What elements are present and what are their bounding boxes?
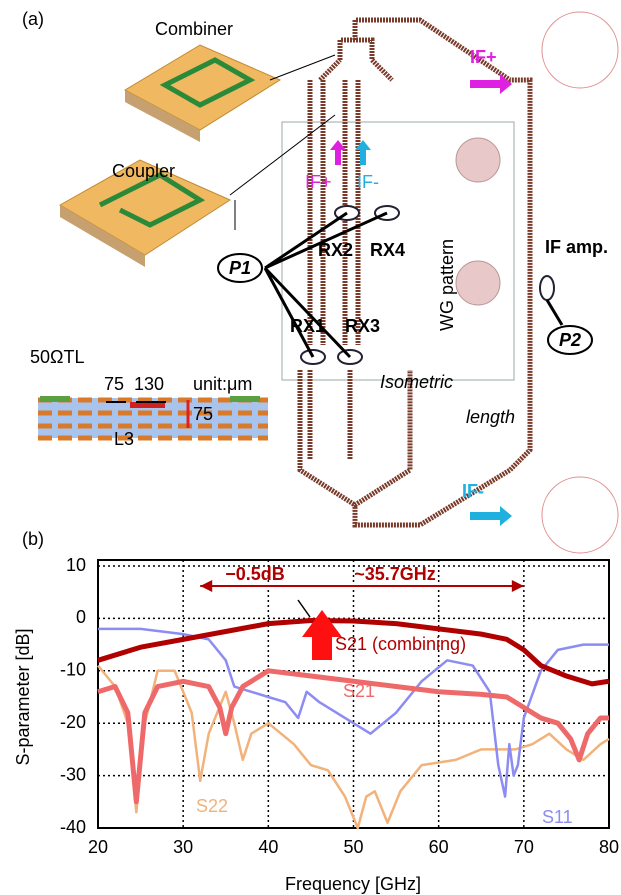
label: RX2 — [318, 240, 353, 260]
label: L3 — [114, 429, 134, 449]
x-tick-label: 60 — [429, 837, 449, 857]
x-tick-label: 20 — [88, 837, 108, 857]
figure: (a) Combiner Coupler P1 P2 RX2 RX4 RX1 R… — [0, 0, 621, 895]
label: 75 — [104, 374, 124, 394]
panel-label: (b) — [22, 529, 44, 549]
label: P1 — [229, 258, 251, 278]
label: IF+ — [470, 47, 497, 67]
y-tick-label: -10 — [60, 660, 86, 680]
label: RX3 — [345, 316, 380, 336]
x-tick-label: 80 — [599, 837, 619, 857]
x-tick-label: 40 — [258, 837, 278, 857]
x-axis-label: Frequency [GHz] — [285, 874, 421, 894]
layout-diagram — [38, 12, 618, 553]
label: Coupler — [112, 161, 175, 181]
annotation: ~35.7GHz — [354, 564, 436, 584]
series-label: S11 — [542, 807, 573, 827]
x-tick-label: 50 — [343, 837, 363, 857]
combiner-trace — [320, 40, 392, 80]
y-tick-label: 10 — [66, 555, 86, 575]
label: 130 — [134, 374, 164, 394]
label: RX1 — [290, 316, 325, 336]
label: unit:μm — [193, 374, 252, 394]
label: 50ΩTL — [30, 347, 84, 367]
label: RX4 — [370, 240, 405, 260]
y-tick-label: -20 — [60, 712, 86, 732]
y-axis-label: S-parameter [dB] — [13, 628, 33, 765]
label: P2 — [559, 330, 581, 350]
x-tick-label: 30 — [173, 837, 193, 857]
label: IF- — [462, 481, 484, 501]
label: Combiner — [155, 19, 233, 39]
label: length — [466, 407, 515, 427]
annotation: −0.5dB — [225, 564, 285, 584]
y-tick-label: -30 — [60, 764, 86, 784]
series-label: S21 (combining) — [335, 634, 466, 654]
y-tick-label: -40 — [60, 817, 86, 837]
wg-via — [456, 261, 500, 305]
y-tick-label: 0 — [76, 607, 86, 627]
label: 75 — [193, 404, 213, 424]
series-label: S21 — [343, 681, 375, 701]
wg-via — [456, 138, 500, 182]
label: IF amp. — [545, 237, 608, 257]
label: IF+ — [305, 172, 332, 192]
label: IF- — [357, 172, 379, 192]
panel-label: (a) — [22, 9, 44, 29]
label: WG pattern — [437, 239, 457, 331]
x-tick-label: 70 — [514, 837, 534, 857]
series-label: S22 — [196, 796, 228, 816]
label: Isometric — [380, 372, 453, 392]
